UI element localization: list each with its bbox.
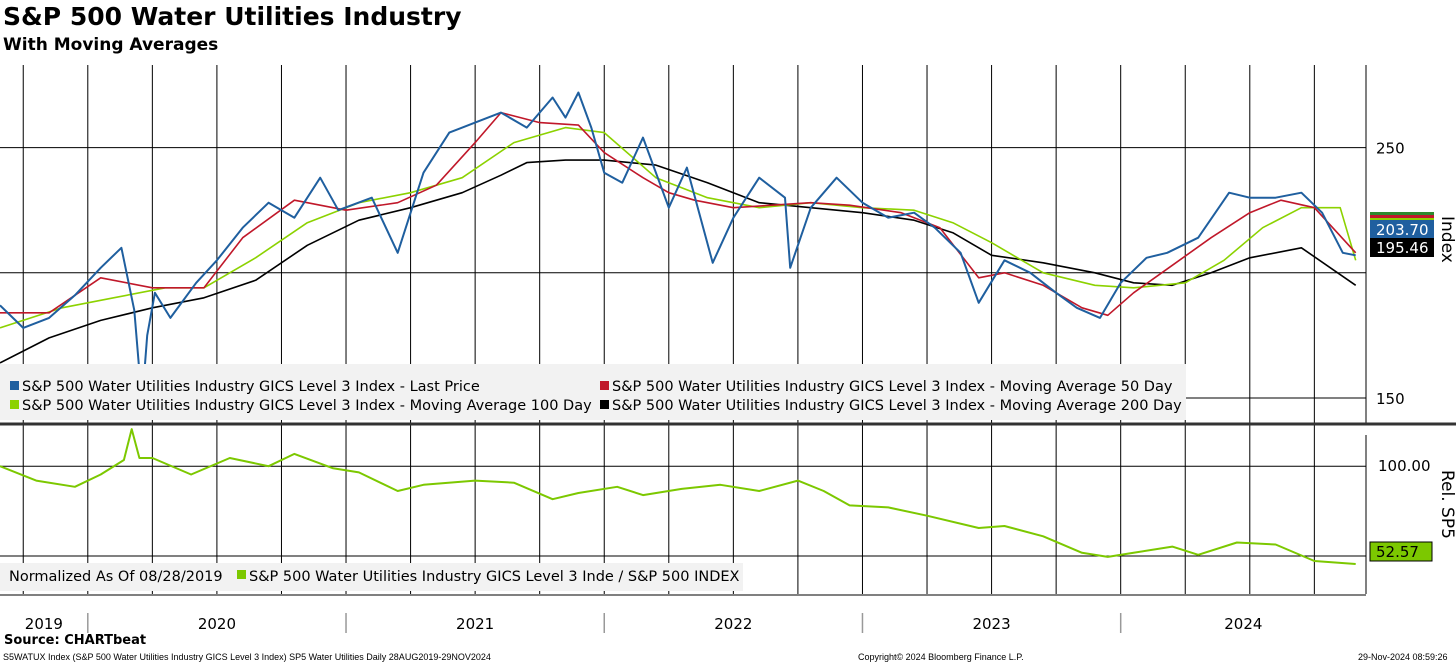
series-line-last-price (0, 91, 1356, 404)
x-tick-label: 2019 (25, 615, 63, 633)
source-label: Source: CHARTbeat (4, 633, 147, 648)
value-badge (1369, 541, 1433, 562)
series-line-ma100 (0, 126, 1357, 329)
x-tick-label: 2021 (456, 615, 494, 633)
legend-entry: S&P 500 Water Utilities Industry GICS Le… (22, 379, 480, 395)
legend-swatch (10, 400, 19, 409)
chart-title: S&P 500 Water Utilities Industry (3, 2, 462, 31)
value-badge (1370, 238, 1434, 257)
y-tick-label: 150 (1376, 390, 1405, 408)
series-line-relative (0, 428, 1356, 565)
legend-entry: Normalized As Of 08/28/2019 (9, 569, 223, 585)
legend-entry: S&P 500 Water Utilities Industry GICS Le… (612, 379, 1173, 395)
legend-swatch (237, 570, 246, 579)
footer-description: S5WATUX Index (S&P 500 Water Utilities I… (3, 652, 491, 662)
last-price-label: 203.70 (1376, 221, 1429, 239)
legend-swatch (10, 381, 19, 390)
x-tick-label: 2024 (1224, 615, 1262, 633)
x-tick-label: 2022 (714, 615, 752, 633)
legend-entry: S&P 500 Water Utilities Industry GICS Le… (249, 569, 740, 585)
y-axis-title: Index (1437, 216, 1456, 263)
ma200-label: 195.46 (1376, 239, 1429, 257)
y-tick-label: 250 (1376, 140, 1405, 158)
x-tick-label: 2020 (198, 615, 236, 633)
legend-swatch (600, 381, 609, 390)
legend-box (0, 563, 743, 591)
legend-entry: S&P 500 Water Utilities Industry GICS Le… (612, 398, 1182, 414)
y-axis-title: Rel. SP5 (1437, 470, 1456, 539)
y-tick-label: 100.00 (1378, 457, 1431, 475)
value-badge (1370, 220, 1434, 239)
legend-box (0, 364, 1186, 420)
legend-entry: S&P 500 Water Utilities Industry GICS Le… (22, 398, 592, 414)
x-tick-label: 2023 (972, 615, 1010, 633)
legend-swatch (600, 400, 609, 409)
series-line-ma200 (0, 159, 1357, 364)
series-line-ma50 (0, 111, 1357, 317)
footer-timestamp: 29-Nov-2024 08:59:26 (1358, 652, 1448, 662)
footer-copyright: Copyright© 2024 Bloomberg Finance L.P. (858, 652, 1024, 662)
chart-subtitle: With Moving Averages (3, 35, 219, 55)
relative-value-label: 52.57 (1376, 543, 1419, 561)
